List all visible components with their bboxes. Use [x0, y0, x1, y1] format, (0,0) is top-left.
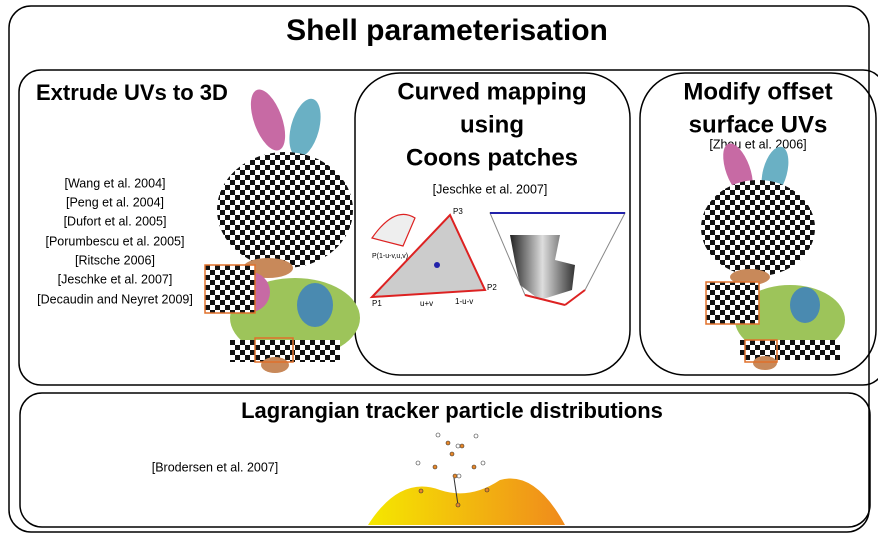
reference-list: [Wang et al. 2004] [Peng et al. 2004] [D… [37, 176, 193, 306]
panel-title: Lagrangian tracker particle distribution… [241, 398, 663, 423]
bunny-illustration [701, 140, 845, 370]
panel-title: Extrude UVs to 3D [36, 80, 228, 105]
reference: [Brodersen et al. 2007] [152, 460, 278, 474]
reference: [Ritsche 2006] [75, 253, 155, 267]
reference: [Wang et al. 2004] [65, 176, 166, 190]
reference: [Zhou et al. 2006] [709, 137, 806, 151]
reference: [Jeschke et al. 2007] [433, 182, 548, 196]
diagram-label: 1-u-v [455, 297, 473, 306]
reference: [Jeschke et al. 2007] [58, 272, 173, 286]
panel-title: Modify offset [683, 78, 832, 105]
particle-illustration [368, 433, 565, 525]
panel-title: Coons patches [406, 144, 578, 171]
slide-title: Shell parameterisation [286, 14, 608, 47]
panel-title: using [460, 111, 524, 138]
coons-diagram: P(1-u-v,u,v) P1 P2 P3 u+v 1-u-v [372, 207, 625, 308]
panel-title: surface UVs [689, 111, 828, 138]
reference: [Porumbescu et al. 2005] [46, 234, 185, 248]
reference: [Dufort et al. 2005] [64, 214, 167, 228]
diagram-label: P1 [372, 299, 382, 308]
diagram-label: P3 [453, 207, 463, 216]
diagram-label: P(1-u-v,u,v) [372, 253, 408, 260]
reference: [Peng et al. 2004] [66, 195, 164, 209]
slide: Shell parameterisation Extrude UVs to 3D… [0, 0, 878, 537]
diagram-label: P2 [487, 283, 497, 292]
bunny-illustration [205, 85, 360, 373]
diagram-label: u+v [420, 299, 433, 308]
panel-title: Curved mapping [397, 78, 586, 105]
reference: [Decaudin and Neyret 2009] [37, 292, 193, 306]
